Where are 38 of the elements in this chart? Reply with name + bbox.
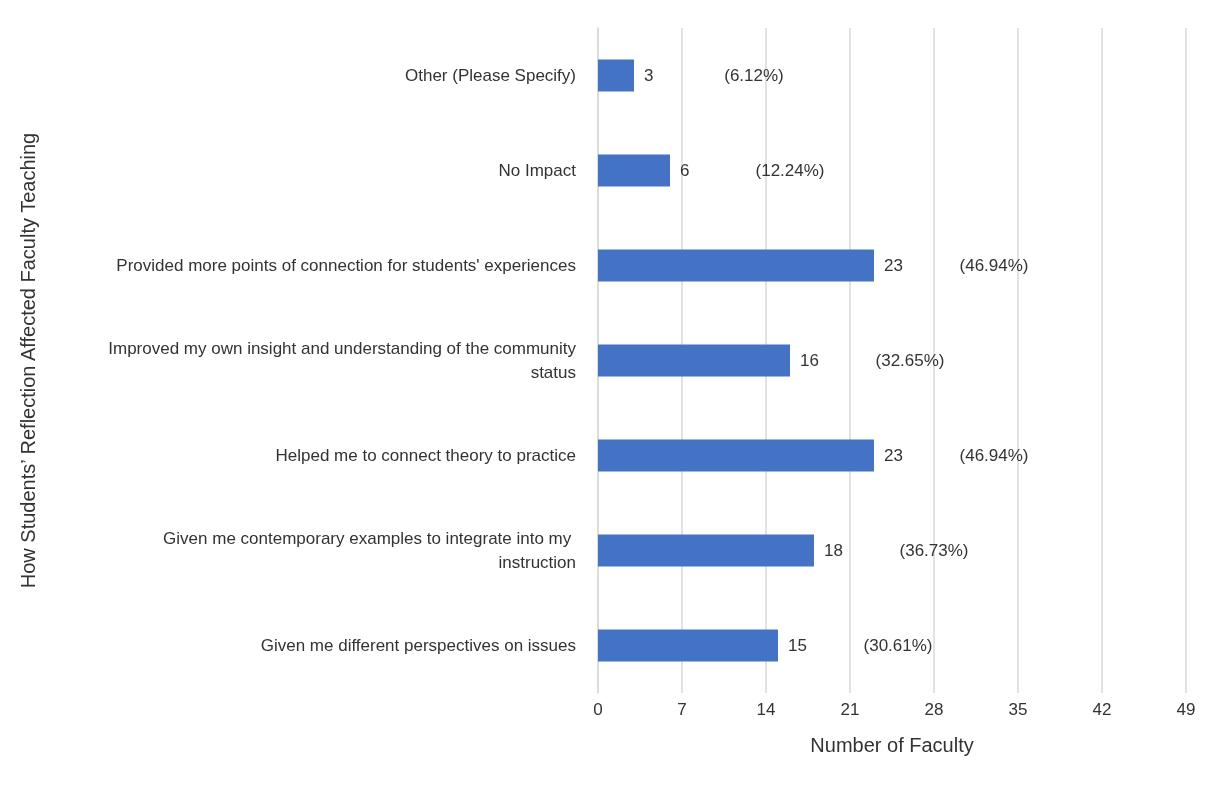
bar bbox=[598, 534, 814, 567]
bar bbox=[598, 344, 790, 377]
x-tick-label: 28 bbox=[924, 700, 944, 719]
y-tick-label: No Impact bbox=[498, 161, 577, 180]
y-tick-label: Provided more points of connection for students' experiences bbox=[116, 256, 576, 275]
data-label: 6 bbox=[680, 161, 690, 180]
y-tick-label: Given me contemporary examples to integrate into my instruction bbox=[163, 529, 576, 572]
annotation: (6.12%) bbox=[724, 66, 784, 85]
y-tick-label: Helped me to connect theory to practice bbox=[275, 446, 576, 465]
annotation: (32.65%) bbox=[875, 351, 945, 370]
annotation: (36.73%) bbox=[899, 541, 969, 560]
bar bbox=[598, 629, 778, 662]
x-tick-label: 21 bbox=[840, 700, 860, 719]
bar bbox=[598, 439, 874, 472]
annotation: (46.94%) bbox=[959, 446, 1029, 465]
y-tick-label: Other (Please Specify) bbox=[404, 66, 576, 85]
annotation: (46.94%) bbox=[959, 256, 1029, 275]
x-tick-label: 49 bbox=[1176, 700, 1196, 719]
y-tick-label: Given me different perspectives on issues bbox=[260, 636, 576, 655]
x-tick-label: 42 bbox=[1092, 700, 1112, 719]
x-tick-label: 14 bbox=[756, 700, 776, 719]
y-tick-label: Improved my own insight and understanding of the community status bbox=[108, 339, 577, 382]
data-label: 3 bbox=[644, 66, 654, 85]
bar bbox=[598, 154, 670, 187]
x-axis-title: Number of Faculty bbox=[810, 734, 974, 756]
data-label: 16 bbox=[800, 351, 819, 370]
x-tick-label: 0 bbox=[593, 700, 603, 719]
data-label: 23 bbox=[884, 446, 903, 465]
bar bbox=[598, 59, 634, 92]
data-label: 23 bbox=[884, 256, 903, 275]
x-tick-label: 7 bbox=[677, 700, 687, 719]
data-label: 18 bbox=[824, 541, 843, 560]
annotation: (12.24%) bbox=[755, 161, 825, 180]
annotation: (30.61%) bbox=[863, 636, 933, 655]
bar bbox=[598, 249, 874, 282]
data-label: 15 bbox=[788, 636, 807, 655]
x-tick-label: 35 bbox=[1008, 700, 1028, 719]
y-axis-title: How Students’ Reflection Affected Faculty Teaching bbox=[17, 132, 39, 589]
